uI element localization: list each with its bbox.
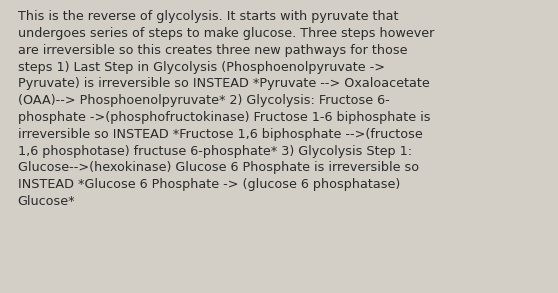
Text: This is the reverse of glycolysis. It starts with pyruvate that
undergoes series: This is the reverse of glycolysis. It st… xyxy=(18,10,434,208)
